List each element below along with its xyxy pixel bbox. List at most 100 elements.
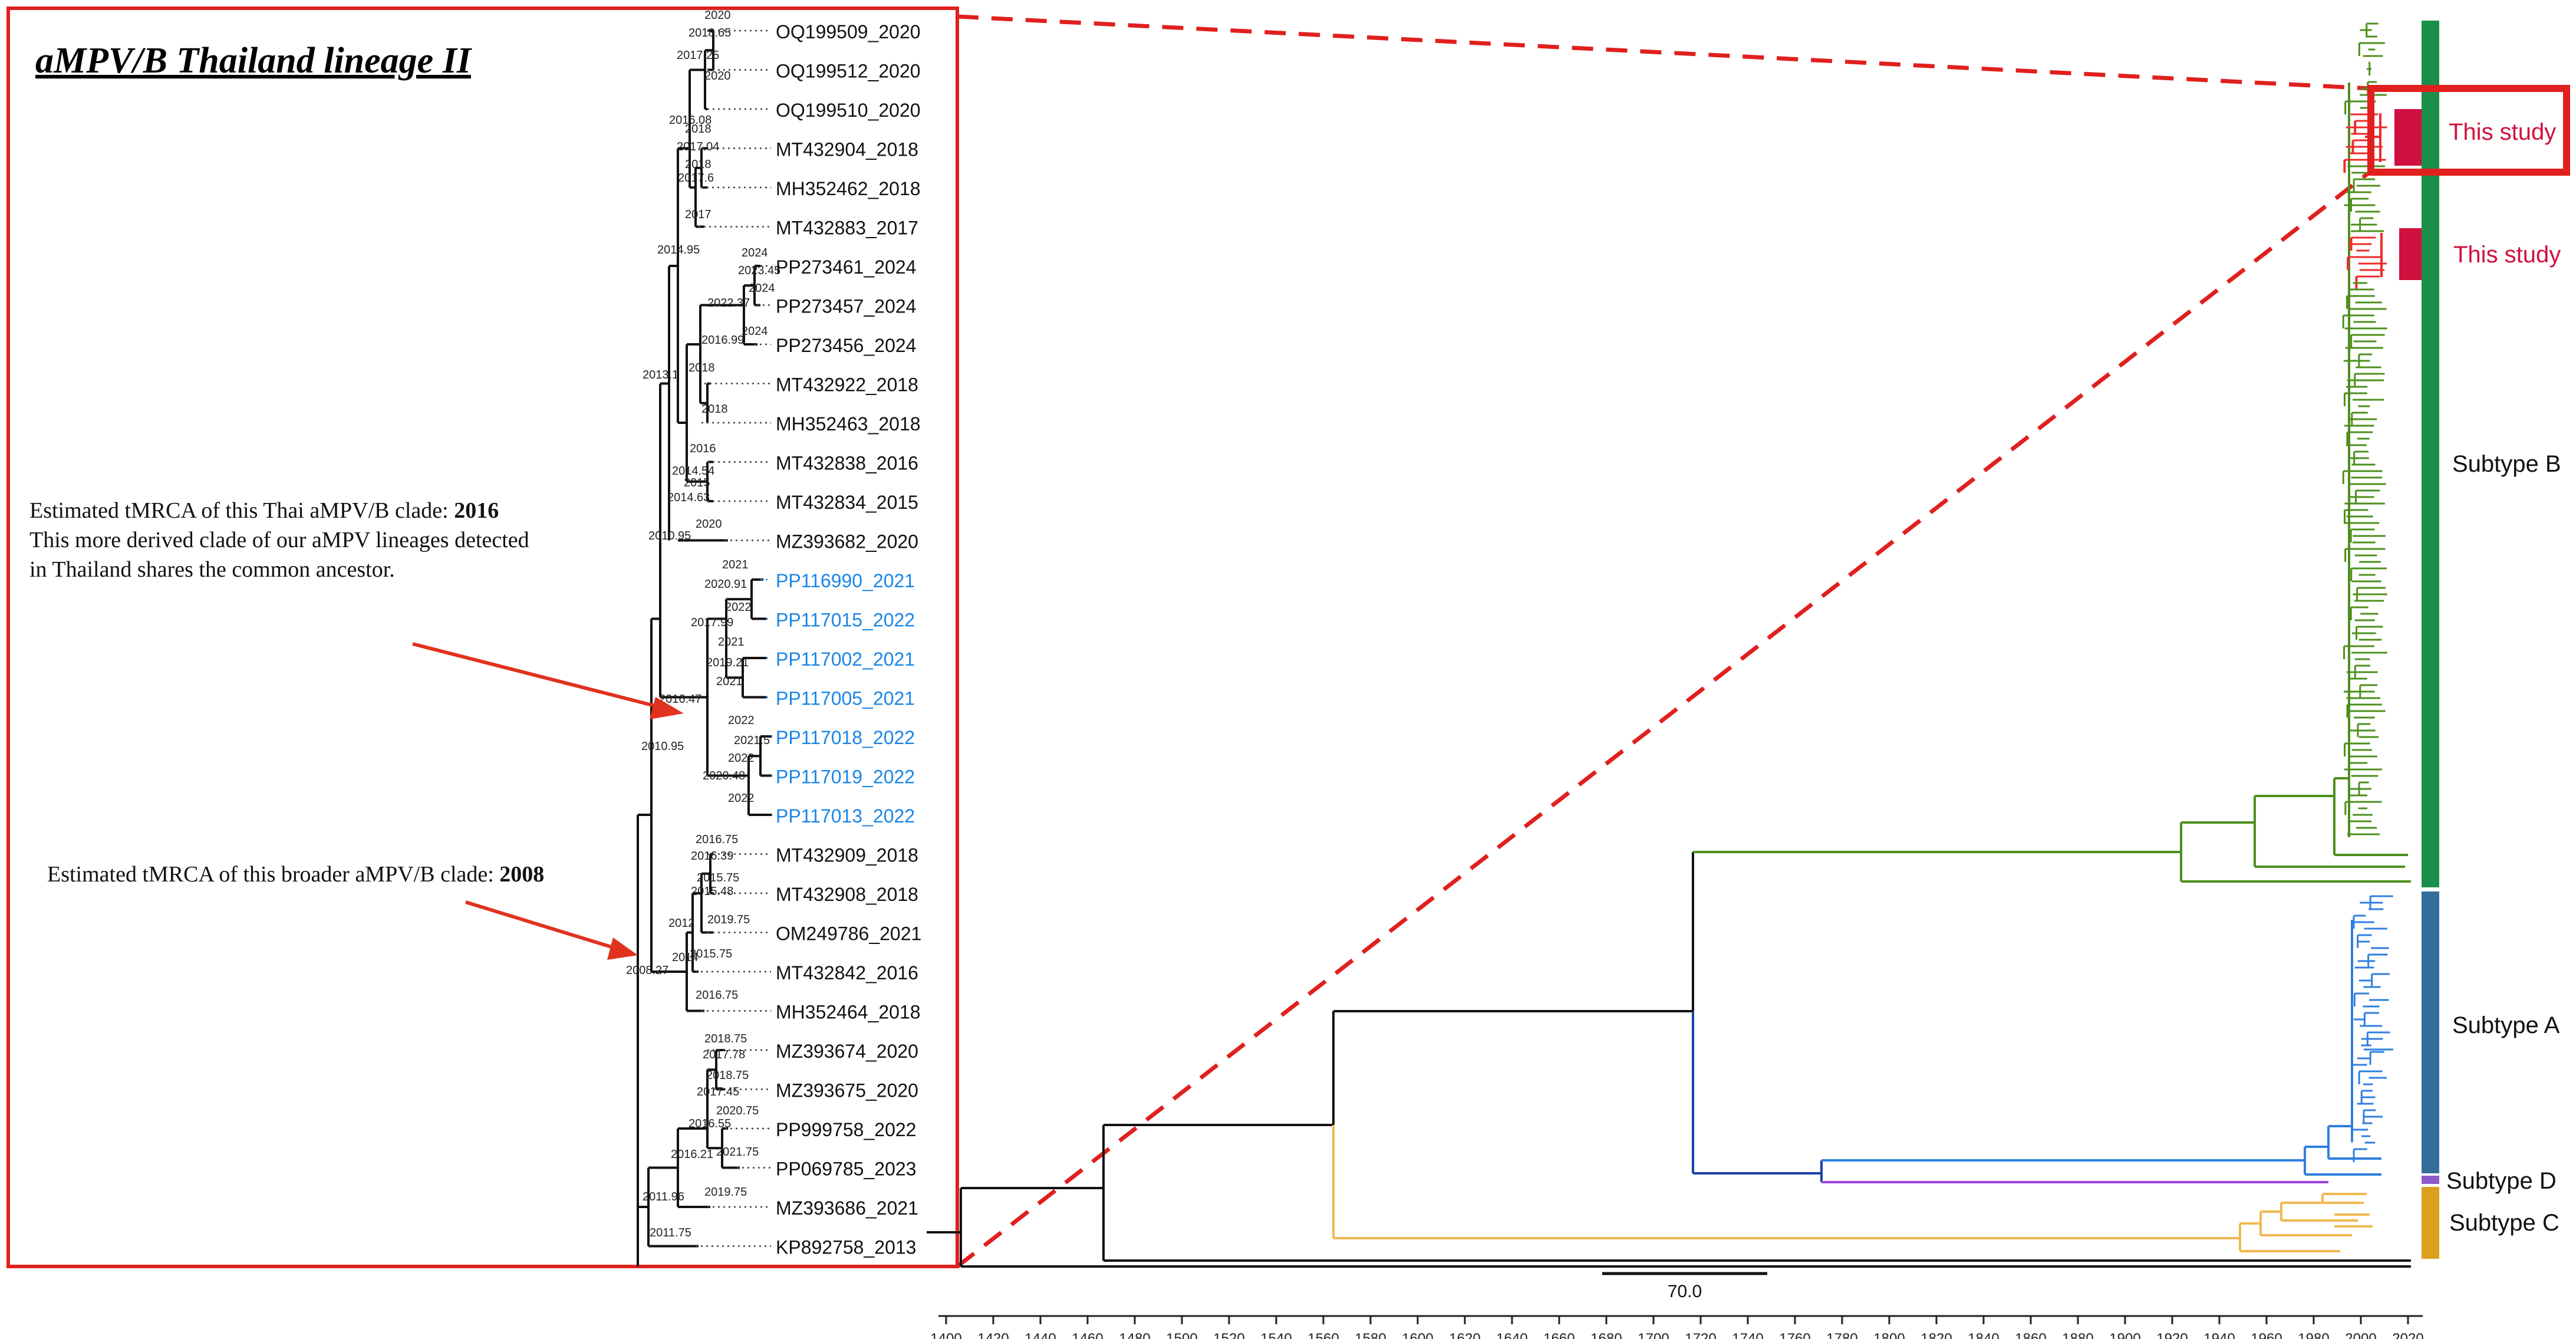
inset-node-age-label: 2016.47 [659,693,701,706]
inset-taxon-label: MT432883_2017 [776,218,918,239]
inset-node-age-label: 2019.21 [706,656,749,669]
inset-node-age-label: 2016.55 [689,1117,731,1130]
axis-tick-label: 1620 [1449,1331,1480,1339]
inset-node-age-label: 2020 [696,518,722,531]
axis-tick-label: 1800 [1873,1331,1905,1339]
inset-taxon-label: MZ393675_2020 [776,1080,918,1101]
subtype-c-bar [2422,1187,2439,1259]
inset-taxon-label: PP117015_2022 [776,610,915,631]
inset-node-age-label: 2020 [704,9,731,22]
arrow-broad-clade [465,900,620,951]
axis-tick-label: 1640 [1496,1331,1527,1339]
inset-node-age-label: 2017.45 [697,1085,739,1098]
inset-node-age-label: 2022.37 [707,297,750,310]
inset-taxon-label: MZ393674_2020 [776,1041,918,1062]
inset-node-age-label: 2022 [728,792,755,805]
inset-node-age-label: 2022 [728,752,755,765]
inset-node-age-label: 2022 [725,601,752,614]
inset-node-age-label: 2018.75 [704,1032,747,1045]
inset-node-age-label: 2008.27 [626,964,668,977]
inset-node-age-label: 2014.54 [672,465,714,478]
inset-node-age-label: 2024 [742,246,768,259]
inset-node-age-label: 2014.95 [657,244,700,256]
inset-taxon-label: PP117002_2021 [776,649,915,670]
axis-tick-label: 1780 [1826,1331,1857,1339]
subtype-ad-stem [1692,1011,1823,1182]
inset-taxon-label: OM249786_2021 [776,923,921,945]
annotation-broad-clade: Estimated tMRCA of this broader aMPV/B c… [47,862,544,887]
axis-tick-label: 1960 [2251,1331,2282,1339]
inset-node-age-label: 2024 [742,325,768,338]
inset-node-age-label: 2021 [718,636,745,649]
subtype-b-bar [2422,21,2439,887]
axis-tick-label: 1920 [2156,1331,2188,1339]
inset-node-age-label: 2013.1 [643,369,678,381]
inset-node-age-label: 2017.78 [703,1048,745,1061]
inset-node-age-label: 2015.48 [691,885,733,898]
inset-node-age-label: 2021.75 [716,1146,759,1159]
inset-node-age-label: 2014 [672,951,699,964]
main-tree [927,22,2411,1268]
inset-taxon-label: OQ199510_2020 [776,100,921,121]
axis-tick-label: 1520 [1213,1331,1244,1339]
inset-taxa: OQ199509_2020 OQ199512_2020 OQ199510_2020 M… [776,21,921,1258]
inset-taxon-label: MT432909_2018 [776,845,918,866]
inset-node-age-label: 2018 [685,123,711,136]
axis-tick-label: 1740 [1732,1331,1763,1339]
inset-node-age-label: 2016.75 [696,989,738,1002]
subtype-b-leaves [2342,22,2387,835]
inset-taxon-label: MH352462_2018 [776,178,921,199]
inset-node-labels: 20202018.652017.2520202016.0820182017.04… [626,9,780,1239]
axis-tick-label: 1460 [1072,1331,1103,1339]
inset-node-age-label: 2023.45 [738,264,780,277]
axis-tick-label: 1720 [1685,1331,1716,1339]
inset-node-age-label: 2018 [685,158,711,171]
inset-node-age-label: 2021 [716,675,743,688]
inset-node-age-label: 2022 [728,714,755,727]
main-labels: This study This study Subtype B Subtype … [2446,119,2561,1236]
inset-node-age-label: 2011.75 [650,1226,691,1239]
subtype-d-label: Subtype D [2446,1168,2557,1194]
axis-tick-label: 1980 [2298,1331,2329,1339]
inset-leader-dots [696,29,772,1247]
axis-tick-label: 1500 [1166,1331,1197,1339]
axis-tick-label: 1760 [1779,1331,1810,1339]
annotation-1-line3: in Thailand shares the common ancestor. [29,557,395,582]
svg-text:Estimated tMRCA of this Thai a: Estimated tMRCA of this Thai aMPV/B clad… [29,498,499,523]
subtype-b-branches [1693,83,2411,883]
inset-node-age-label: 2020.75 [716,1104,759,1117]
axis-tick-label: 1700 [1638,1331,1669,1339]
inset-taxon-label: PP117019_2022 [776,766,915,788]
inset-node-age-label: 2020.91 [704,578,747,591]
axis-tick-label: 1600 [1402,1331,1433,1339]
inset-node-age-label: 2018 [689,361,715,374]
arrow-thai-clade [412,642,667,710]
inset-taxon-label: PP116990_2021 [776,570,915,591]
axis-tick-label: 1440 [1025,1331,1056,1339]
axis-tick-label: 1940 [2203,1331,2235,1339]
inset-taxon-label: MT432838_2016 [776,453,918,474]
inset-node-age-label: 2024 [749,282,775,295]
inset-taxon-label: OQ199509_2020 [776,21,921,42]
inset-node-age-label: 2016.99 [701,334,744,347]
scale-bar-label: 70.0 [1668,1282,1702,1301]
inset-node-age-label: 2016.39 [691,850,733,863]
annotation-1-line1: Estimated tMRCA of this Thai aMPV/B clad… [29,498,454,523]
this-study-bar-2 [2399,228,2422,280]
inset-node-age-label: 2019.75 [707,913,750,926]
inset-node-age-label: 2018.75 [706,1069,749,1082]
inset-node-age-label: 2017.99 [691,616,733,629]
axis-tick-label: 1860 [2015,1331,2046,1339]
subtype-b-label: Subtype B [2452,451,2561,477]
inset-node-age-label: 2015.75 [697,871,739,884]
inset-title: aMPV/B Thailand lineage II [35,41,472,81]
inset-taxon-label: PP999758_2022 [776,1119,916,1140]
inset-node-age-label: 2016 [690,442,716,455]
subtype-d-bar [2422,1176,2439,1184]
inset-taxon-label: MT432922_2018 [776,374,918,396]
inset-node-age-label: 2021.5 [734,734,770,747]
inset-taxon-label: MT432834_2015 [776,492,918,513]
subtype-bars [2394,21,2439,1259]
zoom-guide-lines [956,14,2371,1268]
